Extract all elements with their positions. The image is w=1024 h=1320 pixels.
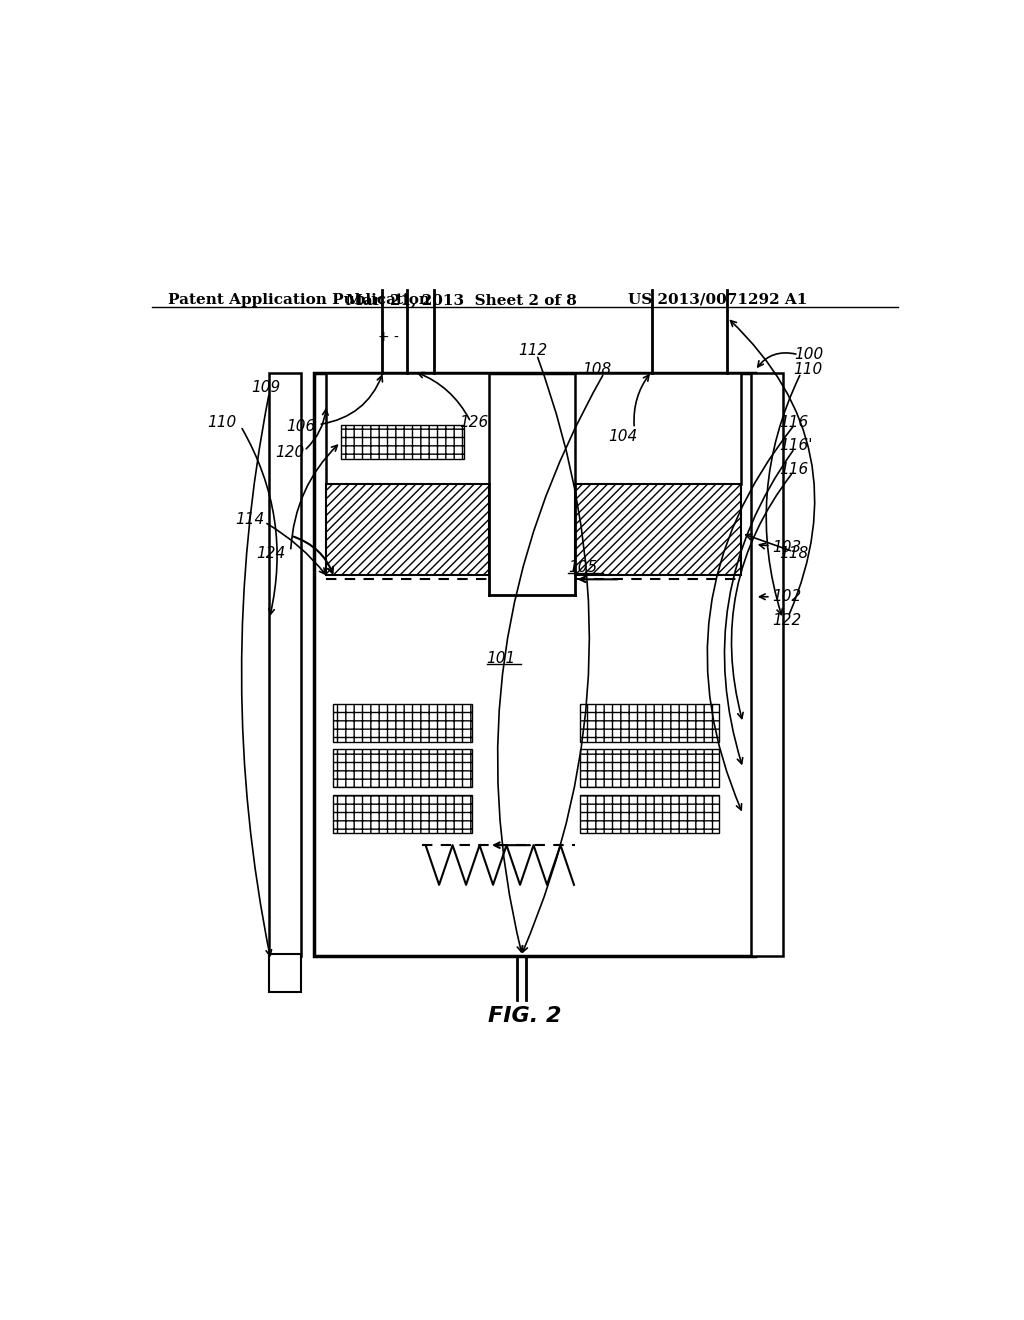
Bar [327, 484, 489, 576]
Text: 103: 103 [772, 540, 802, 554]
Text: 116: 116 [778, 414, 808, 430]
Text: 106: 106 [287, 420, 316, 434]
Bar [581, 795, 719, 833]
Text: 108: 108 [582, 362, 611, 376]
Text: 105: 105 [568, 560, 598, 576]
Text: + -: + - [378, 330, 398, 345]
Bar [574, 374, 741, 484]
Bar [333, 750, 472, 787]
Text: 101: 101 [486, 651, 516, 667]
Text: FIG. 2: FIG. 2 [488, 1006, 561, 1026]
Text: 124: 124 [257, 546, 286, 561]
Text: 104: 104 [608, 429, 637, 444]
Text: 118: 118 [778, 546, 808, 561]
Bar [269, 374, 301, 956]
Text: 116': 116' [778, 438, 812, 454]
Text: 126: 126 [460, 414, 489, 430]
Text: Patent Application Publication: Patent Application Publication [168, 293, 430, 308]
Bar [327, 374, 489, 484]
Bar [574, 484, 741, 576]
Bar [341, 425, 464, 458]
Text: 109: 109 [251, 380, 281, 395]
Bar [581, 750, 719, 787]
Text: 114: 114 [236, 512, 264, 527]
Text: 110: 110 [793, 362, 822, 376]
Text: 122: 122 [772, 612, 802, 628]
Text: 102: 102 [772, 589, 802, 605]
Bar [751, 374, 782, 956]
Text: 116: 116 [778, 462, 808, 478]
Text: 110: 110 [207, 414, 237, 430]
Text: Mar. 21, 2013  Sheet 2 of 8: Mar. 21, 2013 Sheet 2 of 8 [346, 293, 577, 308]
Text: US 2013/0071292 A1: US 2013/0071292 A1 [628, 293, 807, 308]
Text: 120: 120 [274, 445, 304, 459]
Bar [314, 374, 755, 956]
Bar [581, 704, 719, 742]
Bar [333, 704, 472, 742]
Text: 112: 112 [518, 343, 548, 358]
Bar [269, 954, 301, 991]
Bar [333, 795, 472, 833]
Text: 100: 100 [795, 347, 824, 362]
